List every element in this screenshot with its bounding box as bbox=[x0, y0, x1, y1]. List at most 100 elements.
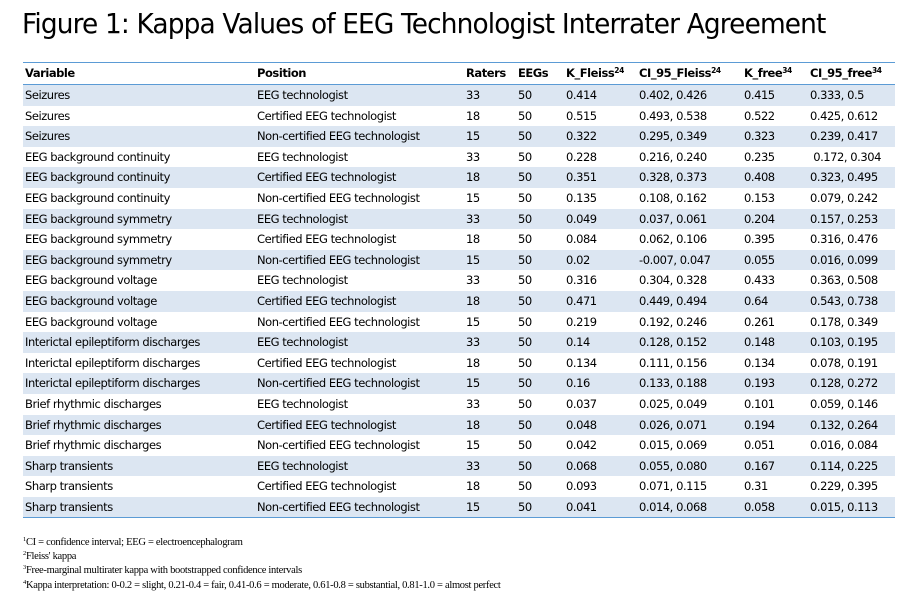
cell-k-free: 0.235 bbox=[744, 149, 775, 164]
cell-k-fleiss: 0.471 bbox=[564, 290, 637, 312]
cell-ci95-fleiss: 0.108, 0.162 bbox=[639, 190, 707, 205]
footnote-text: Fleiss' kappa bbox=[25, 551, 77, 563]
cell-position: Certified EEG technologist bbox=[257, 232, 396, 247]
cell-variable: EEG background symmetry bbox=[23, 208, 255, 230]
cell-ci95-fleiss: 0.493, 0.538 bbox=[639, 108, 707, 123]
footnote-1: 1CI = confidence interval; EEG = electro… bbox=[23, 536, 501, 550]
cell-variable: Sharp transients bbox=[25, 479, 113, 494]
cell-ci95-free: 0.132, 0.264 bbox=[808, 414, 895, 436]
col-header-ci95-fleiss-sup: 24 bbox=[711, 66, 721, 76]
cell-eegs: 50 bbox=[516, 208, 564, 230]
cell-k-fleiss: 0.068 bbox=[564, 455, 637, 477]
table-row: Sharp transients Non-certified EEG techno… bbox=[23, 496, 895, 518]
table-row: Seizures Certified EEG technologist 18 50 0.… bbox=[23, 106, 895, 127]
cell-eegs: 50 bbox=[516, 290, 564, 312]
table-row: Seizures EEG technologist 33 50 0.414 0.402, … bbox=[23, 84, 895, 106]
cell-variable: Sharp transients bbox=[23, 455, 255, 477]
cell-ci95-fleiss: 0.128, 0.152 bbox=[637, 332, 742, 353]
cell-variable: Interictal epileptiform discharges bbox=[23, 332, 255, 353]
cell-raters: 15 bbox=[466, 438, 480, 453]
table-header-row: Variable Position Raters EEGs K_Fleiss24… bbox=[23, 62, 895, 85]
footnotes: 1CI = confidence interval; EEG = electro… bbox=[23, 536, 501, 593]
table-row: Brief rhythmic discharges Certified EEG t… bbox=[23, 414, 895, 436]
cell-eegs: 50 bbox=[516, 414, 564, 436]
cell-eegs: 50 bbox=[516, 373, 564, 394]
cell-raters: 33 bbox=[464, 208, 516, 230]
cell-k-fleiss: 0.02 bbox=[564, 249, 637, 271]
footnote-4: 4Kappa interpretation: 0-0.2 = slight, 0… bbox=[23, 579, 501, 593]
col-header-eegs: EEGs bbox=[516, 62, 564, 85]
cell-variable: Brief rhythmic discharges bbox=[23, 414, 255, 436]
cell-variable: Interictal epileptiform discharges bbox=[23, 373, 255, 394]
cell-variable: Interictal epileptiform discharges bbox=[25, 355, 200, 370]
cell-raters: 15 bbox=[464, 126, 516, 147]
col-header-raters: Raters bbox=[464, 62, 516, 85]
cell-k-free: 0.395 bbox=[744, 232, 775, 247]
footnote-3: 3Free-marginal multirater kappa with boo… bbox=[23, 564, 501, 578]
table-row: EEG background symmetry EEG technologist 3… bbox=[23, 208, 895, 230]
footnote-marker: 1 bbox=[23, 536, 26, 543]
footnote-text: CI = confidence interval; EEG = electroe… bbox=[25, 537, 243, 548]
cell-ci95-fleiss: 0.402, 0.426 bbox=[637, 84, 742, 106]
cell-raters: 33 bbox=[464, 332, 516, 353]
cell-k-fleiss: 0.16 bbox=[564, 373, 637, 394]
cell-ci95-fleiss: 0.295, 0.349 bbox=[637, 126, 742, 147]
cell-position: Certified EEG technologist bbox=[255, 290, 464, 312]
cell-eegs: 50 bbox=[516, 84, 564, 106]
cell-position: Non-certified EEG technologist bbox=[255, 496, 464, 518]
cell-k-fleiss: 0.135 bbox=[566, 190, 597, 205]
cell-k-fleiss: 0.048 bbox=[564, 414, 637, 436]
cell-variable: Seizures bbox=[23, 84, 255, 106]
cell-raters: 33 bbox=[466, 396, 480, 411]
cell-raters: 33 bbox=[464, 84, 516, 106]
cell-raters: 15 bbox=[466, 190, 480, 205]
cell-raters: 18 bbox=[466, 355, 480, 370]
cell-variable: Brief rhythmic discharges bbox=[25, 438, 162, 453]
cell-eegs: 50 bbox=[516, 455, 564, 477]
cell-ci95-free: 0.543, 0.738 bbox=[808, 290, 895, 312]
table-row: Seizures Non-certified EEG technologist 15… bbox=[23, 126, 895, 147]
cell-position: Non-certified EEG technologist bbox=[255, 249, 464, 271]
table-row: EEG background voltage Non-certified EEG … bbox=[23, 312, 895, 333]
cell-ci95-fleiss: 0.449, 0.494 bbox=[637, 290, 742, 312]
col-header-variable: Variable bbox=[23, 62, 255, 85]
cell-eegs: 50 bbox=[518, 108, 532, 123]
cell-variable: EEG background symmetry bbox=[23, 249, 255, 271]
footnote-marker: 4 bbox=[23, 578, 26, 586]
cell-k-fleiss: 0.322 bbox=[564, 126, 637, 147]
cell-eegs: 50 bbox=[516, 249, 564, 271]
footnote-marker: 3 bbox=[23, 564, 26, 572]
cell-position: EEG technologist bbox=[257, 149, 348, 164]
cell-k-fleiss: 0.042 bbox=[566, 438, 597, 453]
cell-position: Certified EEG technologist bbox=[255, 414, 464, 436]
kappa-table: Variable Position Raters EEGs K_Fleiss24… bbox=[23, 62, 895, 519]
cell-ci95-free: 0.078, 0.191 bbox=[810, 355, 878, 370]
cell-k-fleiss: 0.316 bbox=[566, 273, 597, 288]
cell-raters: 18 bbox=[464, 414, 516, 436]
cell-ci95-free: 0.239, 0.417 bbox=[808, 126, 895, 147]
cell-position: Certified EEG technologist bbox=[255, 167, 464, 188]
cell-eegs: 50 bbox=[518, 149, 532, 164]
cell-ci95-free: 0.425, 0.612 bbox=[810, 108, 878, 123]
cell-position: EEG technologist bbox=[255, 208, 464, 230]
cell-position: Non-certified EEG technologist bbox=[257, 190, 420, 205]
cell-k-fleiss: 0.093 bbox=[566, 479, 597, 494]
table-row: Interictal epileptiform discharges Non-ce… bbox=[23, 373, 895, 394]
cell-ci95-fleiss: 0.216, 0.240 bbox=[639, 149, 707, 164]
cell-k-free: 0.148 bbox=[742, 332, 808, 353]
cell-variable: Seizures bbox=[25, 108, 70, 123]
cell-ci95-free: 0.103, 0.195 bbox=[808, 332, 895, 353]
cell-k-fleiss: 0.414 bbox=[564, 84, 637, 106]
cell-ci95-fleiss: 0.071, 0.115 bbox=[639, 479, 707, 494]
cell-k-free: 0.194 bbox=[742, 414, 808, 436]
cell-raters: 15 bbox=[464, 249, 516, 271]
cell-ci95-free: 0.128, 0.272 bbox=[808, 373, 895, 394]
cell-raters: 33 bbox=[464, 455, 516, 477]
cell-k-free: 0.64 bbox=[742, 290, 808, 312]
cell-raters: 18 bbox=[466, 232, 480, 247]
cell-k-fleiss: 0.219 bbox=[566, 314, 597, 329]
cell-variable: EEG background continuity bbox=[25, 190, 170, 205]
cell-k-free: 0.522 bbox=[744, 108, 775, 123]
cell-ci95-fleiss: 0.026, 0.071 bbox=[637, 414, 742, 436]
cell-ci95-free: 0.157, 0.253 bbox=[808, 208, 895, 230]
